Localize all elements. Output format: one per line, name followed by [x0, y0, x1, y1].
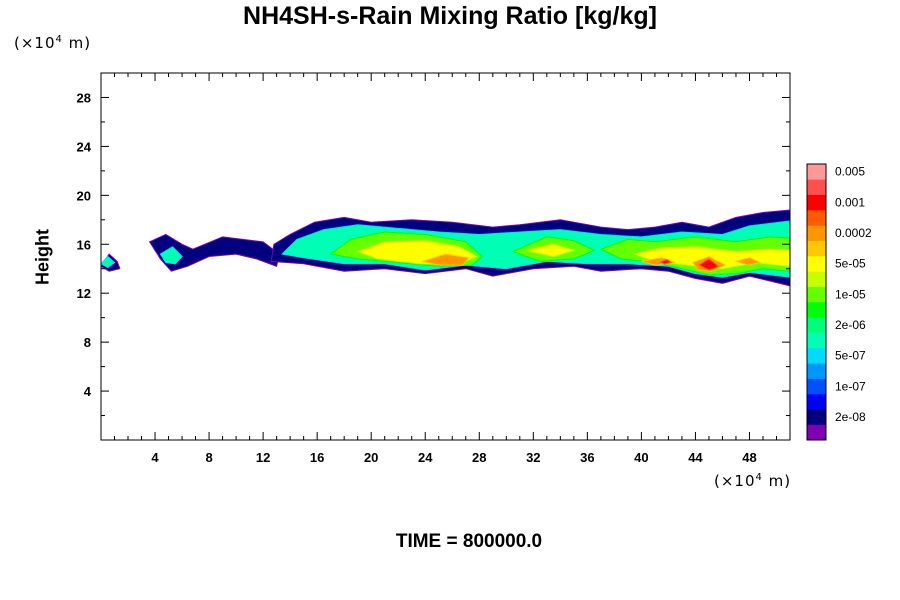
- colorbar-swatch: [807, 348, 826, 364]
- colorbar-swatch: [807, 225, 826, 241]
- colorbar-label: 5e-07: [835, 349, 866, 363]
- x-tick-label: 40: [634, 450, 648, 465]
- colorbar-label: 2e-08: [835, 410, 866, 424]
- contour-region: [420, 253, 470, 266]
- colorbar-swatch: [807, 332, 826, 349]
- chart-title: NH4SH-s-Rain Mixing Ratio [kg/kg]: [243, 2, 657, 30]
- x-tick-label: 16: [310, 450, 324, 465]
- colorbar-swatch: [807, 286, 826, 303]
- colorbar-swatch: [807, 394, 826, 410]
- y-axis-unit: (×104 m): [14, 34, 92, 52]
- contour-region: [698, 258, 720, 271]
- x-tick-label: 20: [364, 450, 378, 465]
- y-tick-label: 16: [77, 237, 91, 252]
- colorbar-swatch: [807, 240, 826, 257]
- contour-region: [159, 246, 183, 265]
- y-tick-label: 12: [77, 286, 91, 301]
- colorbar-swatch: [807, 210, 826, 226]
- x-tick-label: 28: [472, 450, 486, 465]
- colorbar-swatch: [807, 179, 826, 195]
- colorbar-swatch: [807, 194, 826, 211]
- y-tick-label: 4: [84, 384, 92, 399]
- contour-region: [100, 255, 116, 269]
- colorbar-label: 0.005: [835, 165, 865, 179]
- contour-region: [734, 257, 762, 266]
- colorbar-swatch: [807, 424, 826, 441]
- contour-fill-layer: [100, 209, 791, 287]
- x-tick-label: 36: [580, 450, 594, 465]
- colorbar-swatch: [807, 378, 826, 395]
- colorbar-label: 5e-05: [835, 257, 866, 271]
- colorbar-label: 2e-06: [835, 318, 866, 332]
- colorbar-label: 1e-05: [835, 287, 866, 301]
- x-tick-label: 12: [256, 450, 270, 465]
- y-tick-label: 8: [84, 335, 91, 350]
- colorbar-frame: [806, 163, 827, 441]
- colorbar-swatch: [807, 164, 826, 180]
- colorbar-label: 0.001: [835, 195, 865, 209]
- y-tick-label: 28: [77, 90, 91, 105]
- x-tick-label: 32: [526, 450, 540, 465]
- contour-region: [658, 259, 673, 265]
- colorbar-swatch: [807, 271, 826, 287]
- plot-frame: [100, 72, 791, 441]
- contour-region: [526, 243, 576, 258]
- colorbar-swatch: [807, 409, 826, 425]
- x-tick-label: 44: [688, 450, 703, 465]
- y-tick-label: 20: [77, 188, 91, 203]
- x-axis-unit: (×104 m): [714, 472, 792, 490]
- colorbar-label: 0.0002: [835, 226, 872, 240]
- colorbar-swatch: [807, 256, 826, 272]
- y-tick-label: 24: [77, 139, 92, 154]
- x-tick-label: 8: [205, 450, 212, 465]
- colorbar-swatch: [807, 302, 826, 318]
- x-tick-label: 48: [742, 450, 756, 465]
- colorbar-swatch: [807, 363, 826, 379]
- x-tick-label: 4: [151, 450, 159, 465]
- contour-region: [148, 233, 280, 272]
- colorbar-swatch: [807, 317, 826, 333]
- colorbar-label: 1e-07: [835, 379, 866, 393]
- colorbar: 2e-08 1e-07 5e-07 2e-06 1e-05 5e-05 0.0002 0.00…: [806, 163, 872, 441]
- time-label: TIME = 800000.0: [395, 531, 543, 552]
- x-tick-label: 24: [418, 450, 433, 465]
